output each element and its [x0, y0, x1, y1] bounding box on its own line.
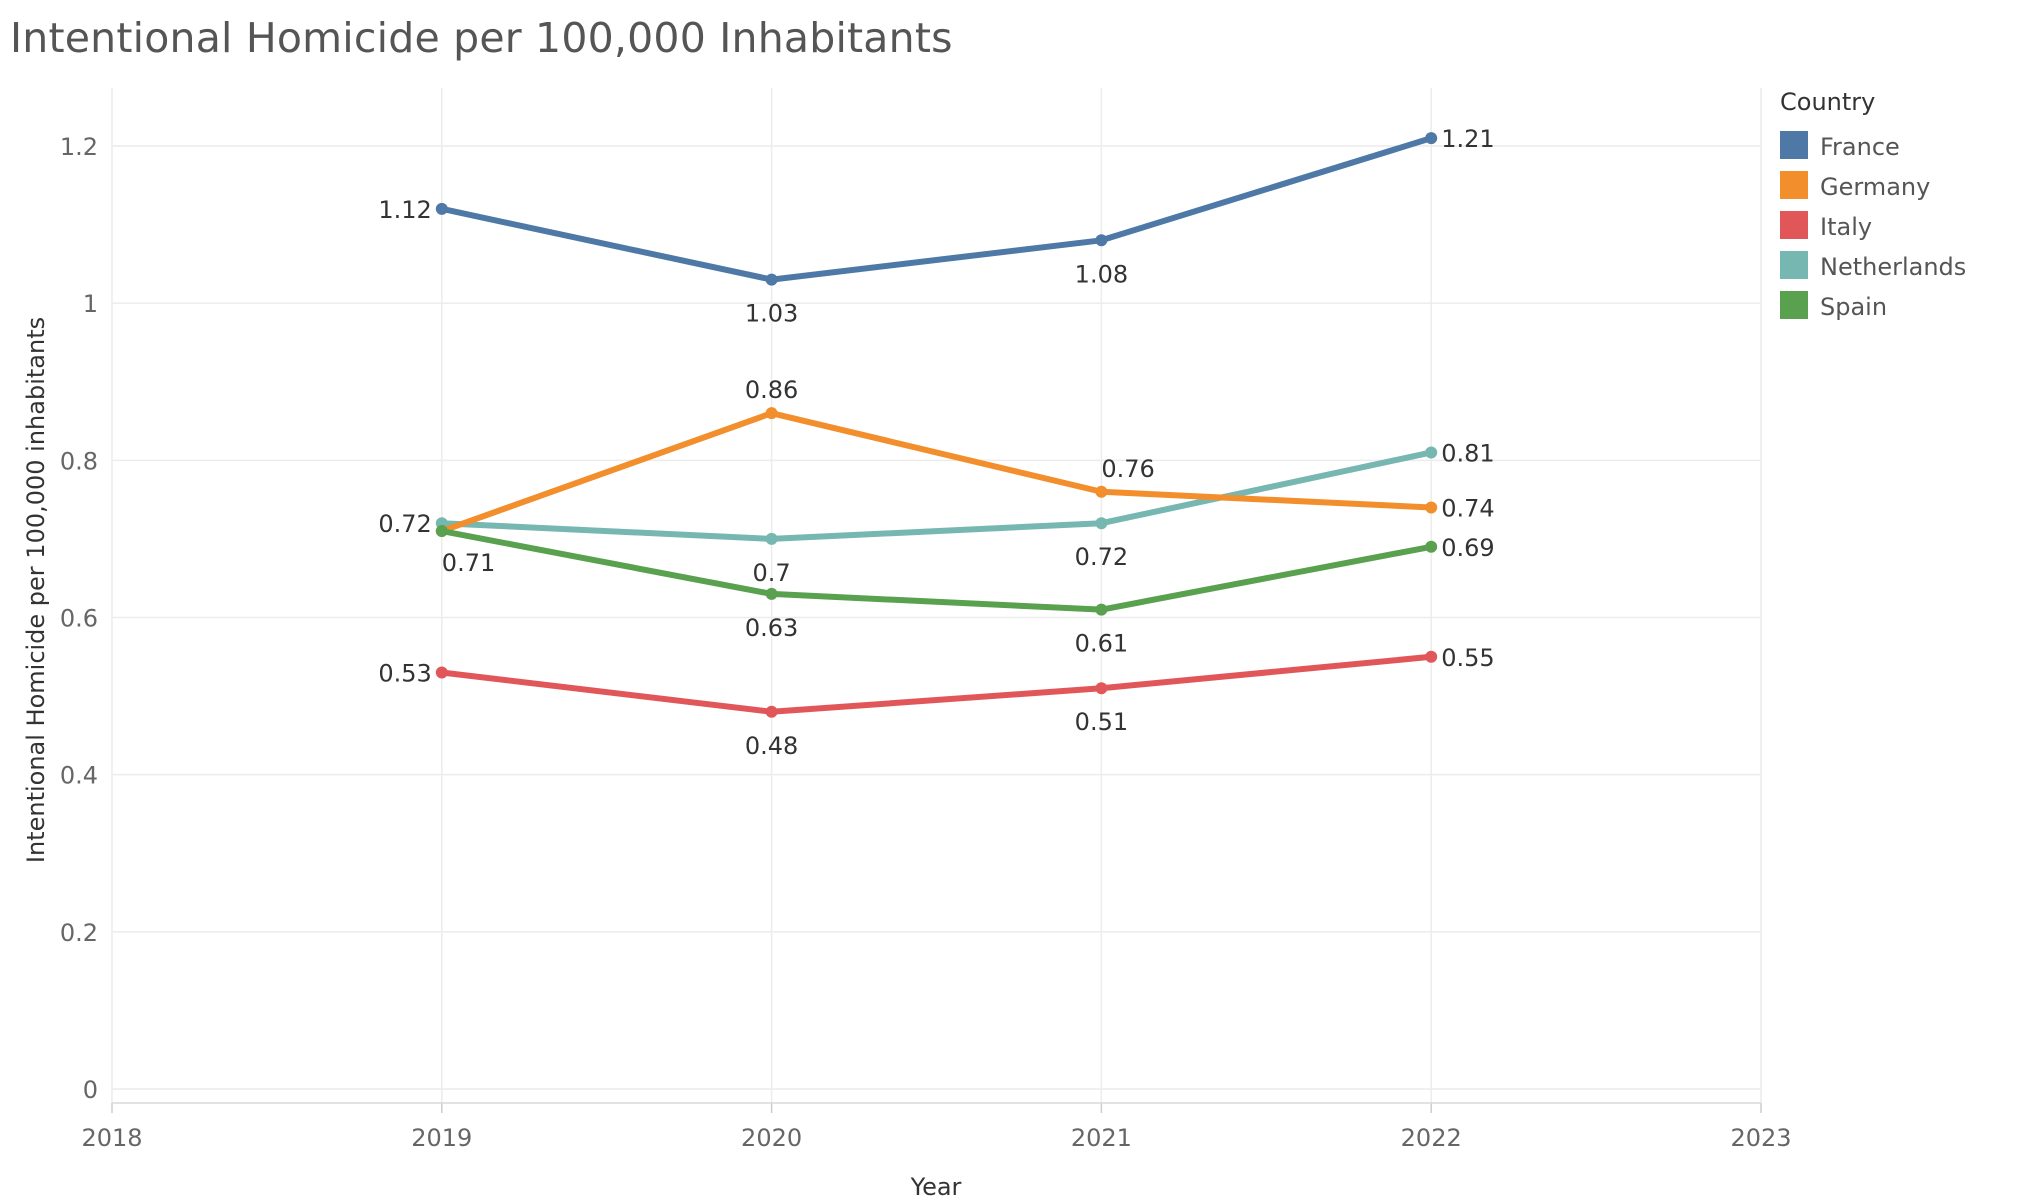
data-point-france — [1425, 132, 1438, 145]
x-tick-label: 2022 — [1401, 1124, 1462, 1152]
data-label-spain: 0.63 — [745, 614, 798, 642]
data-point-italy — [765, 705, 778, 718]
data-label-italy: 0.48 — [745, 732, 798, 760]
data-point-spain — [765, 587, 778, 600]
data-point-netherlands — [1095, 517, 1108, 530]
legend[interactable]: Country France Germany Italy Netherlands Spa… — [1780, 88, 1966, 321]
data-label-spain: 0.61 — [1075, 630, 1128, 658]
data-point-italy — [1095, 682, 1108, 695]
data-point-netherlands — [1425, 446, 1438, 459]
legend-swatch-spain — [1780, 291, 1808, 319]
x-tick-label: 2020 — [741, 1124, 802, 1152]
data-label-italy: 0.53 — [378, 660, 431, 688]
data-label-italy: 0.55 — [1441, 644, 1494, 672]
data-point-netherlands — [765, 532, 778, 545]
series-line-italy — [438, 653, 1435, 715]
series-line-spain — [438, 528, 1435, 613]
legend-item-netherlands[interactable]: Netherlands — [1780, 251, 1966, 281]
data-point-spain — [435, 525, 448, 538]
data-point-france — [765, 273, 778, 286]
legend-swatch-france — [1780, 131, 1808, 159]
x-tick-label: 2018 — [81, 1124, 142, 1152]
data-point-italy — [435, 666, 448, 679]
x-tick-label: 2021 — [1071, 1124, 1132, 1152]
data-point-spain — [1095, 603, 1108, 616]
legend-label-italy: Italy — [1820, 213, 1872, 241]
y-tick-label: 0.4 — [60, 762, 98, 790]
legend-label-germany: Germany — [1820, 173, 1930, 201]
series-line-germany — [438, 410, 1435, 535]
series-line-netherlands — [438, 449, 1435, 542]
chart-title: Intentional Homicide per 100,000 Inhabit… — [10, 14, 953, 62]
data-label-france: 1.08 — [1075, 260, 1128, 288]
legend-item-france[interactable]: France — [1780, 131, 1900, 161]
data-label-netherlands: 0.81 — [1441, 439, 1494, 467]
y-tick-label: 0.2 — [60, 919, 98, 947]
y-tick-label: 0.6 — [60, 605, 98, 633]
legend-item-germany[interactable]: Germany — [1780, 171, 1930, 201]
data-label-italy: 0.51 — [1075, 708, 1128, 736]
data-label-france: 1.12 — [378, 196, 431, 224]
legend-title: Country — [1780, 88, 1875, 116]
series-line-france — [438, 135, 1435, 283]
legend-item-italy[interactable]: Italy — [1780, 211, 1872, 241]
legend-swatch-netherlands — [1780, 251, 1808, 279]
data-point-germany — [1425, 501, 1438, 514]
data-label-germany: 0.71 — [442, 549, 495, 577]
data-labels: 1.12 1.03 1.08 1.21 0.72 0.7 0.72 0.81 0.71 0.86 0… — [378, 125, 1494, 760]
data-label-germany: 0.76 — [1101, 455, 1154, 483]
x-tick-label: 2023 — [1730, 1124, 1791, 1152]
x-axis-title: Year — [910, 1173, 962, 1201]
data-label-germany: 0.86 — [745, 376, 798, 404]
data-point-france — [435, 202, 448, 215]
data-point-germany — [765, 407, 778, 420]
data-label-netherlands: 0.7 — [753, 559, 791, 587]
legend-swatch-germany — [1780, 171, 1808, 199]
data-label-netherlands: 0.72 — [378, 510, 431, 538]
data-point-spain — [1425, 540, 1438, 553]
grid — [111, 88, 1762, 1103]
data-label-france: 1.21 — [1441, 125, 1494, 153]
legend-label-france: France — [1820, 133, 1900, 161]
data-point-france — [1095, 234, 1108, 247]
legend-label-spain: Spain — [1820, 293, 1887, 321]
y-tick-label: 0.8 — [60, 447, 98, 475]
legend-label-netherlands: Netherlands — [1820, 253, 1966, 281]
y-tick-label: 1.2 — [60, 133, 98, 161]
legend-item-spain[interactable]: Spain — [1780, 291, 1887, 321]
y-tick-label: 1 — [83, 290, 98, 318]
data-label-france: 1.03 — [745, 300, 798, 328]
y-tick-label: 0 — [83, 1076, 98, 1104]
data-point-italy — [1425, 650, 1438, 663]
data-point-germany — [1095, 485, 1108, 498]
data-label-germany: 0.74 — [1441, 494, 1494, 522]
x-tick-label: 2019 — [411, 1124, 472, 1152]
data-label-netherlands: 0.72 — [1075, 543, 1128, 571]
y-axis-title: Intentional Homicide per 100,000 inhabit… — [22, 317, 50, 863]
series — [435, 132, 1438, 718]
legend-swatch-italy — [1780, 211, 1808, 239]
data-label-spain: 0.69 — [1441, 534, 1494, 562]
